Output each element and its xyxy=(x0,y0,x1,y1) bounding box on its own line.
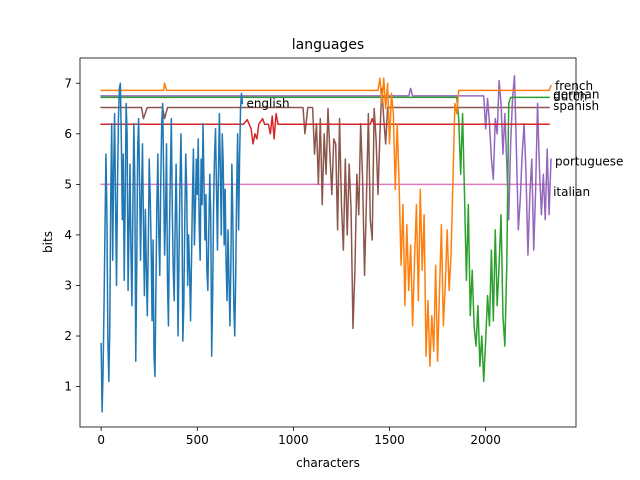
series-line-french xyxy=(100,77,552,368)
series-end-label-italian: italian xyxy=(553,185,590,199)
series-layer xyxy=(100,74,552,413)
series-line-german xyxy=(100,96,550,383)
series-end-label-spanish: spanish xyxy=(553,99,599,113)
y-tick-label: 5 xyxy=(64,177,72,191)
series-line-portuguese xyxy=(100,74,552,256)
series-end-label-german: german xyxy=(553,87,599,101)
x-tick-label: 500 xyxy=(186,433,209,447)
series-line-dutch xyxy=(100,112,550,145)
chart-title: languages xyxy=(292,37,364,53)
series-end-label-english: english xyxy=(246,96,289,110)
x-tick-label: 1000 xyxy=(278,433,309,447)
x-axis-label: characters xyxy=(296,456,360,470)
y-axis-label: bits xyxy=(41,231,55,253)
y-tick-label: 1 xyxy=(64,380,72,394)
series-end-label-french: french xyxy=(555,79,593,93)
x-tick-label: 2000 xyxy=(470,433,501,447)
series-end-label-dutch: dutch xyxy=(553,89,587,103)
y-tick-label: 7 xyxy=(64,76,72,90)
x-tick-label: 1500 xyxy=(374,433,405,447)
x-tick-label: 0 xyxy=(97,433,105,447)
series-end-label-portuguese: portuguese xyxy=(555,155,623,169)
y-tick-label: 2 xyxy=(64,329,72,343)
y-tick-label: 4 xyxy=(64,228,72,242)
y-tick-label: 6 xyxy=(64,127,72,141)
plot-frame xyxy=(79,57,577,428)
end-labels-layer: italian spanish portuguese germandutchfrenc… xyxy=(246,79,623,199)
axes-layer: 0 500 1000 1500 2000 1 2 3 4 5 6 7 xyxy=(64,57,577,447)
y-tick-label: 3 xyxy=(64,278,72,292)
series-line-english xyxy=(100,82,244,413)
series-line-spanish xyxy=(100,87,550,330)
